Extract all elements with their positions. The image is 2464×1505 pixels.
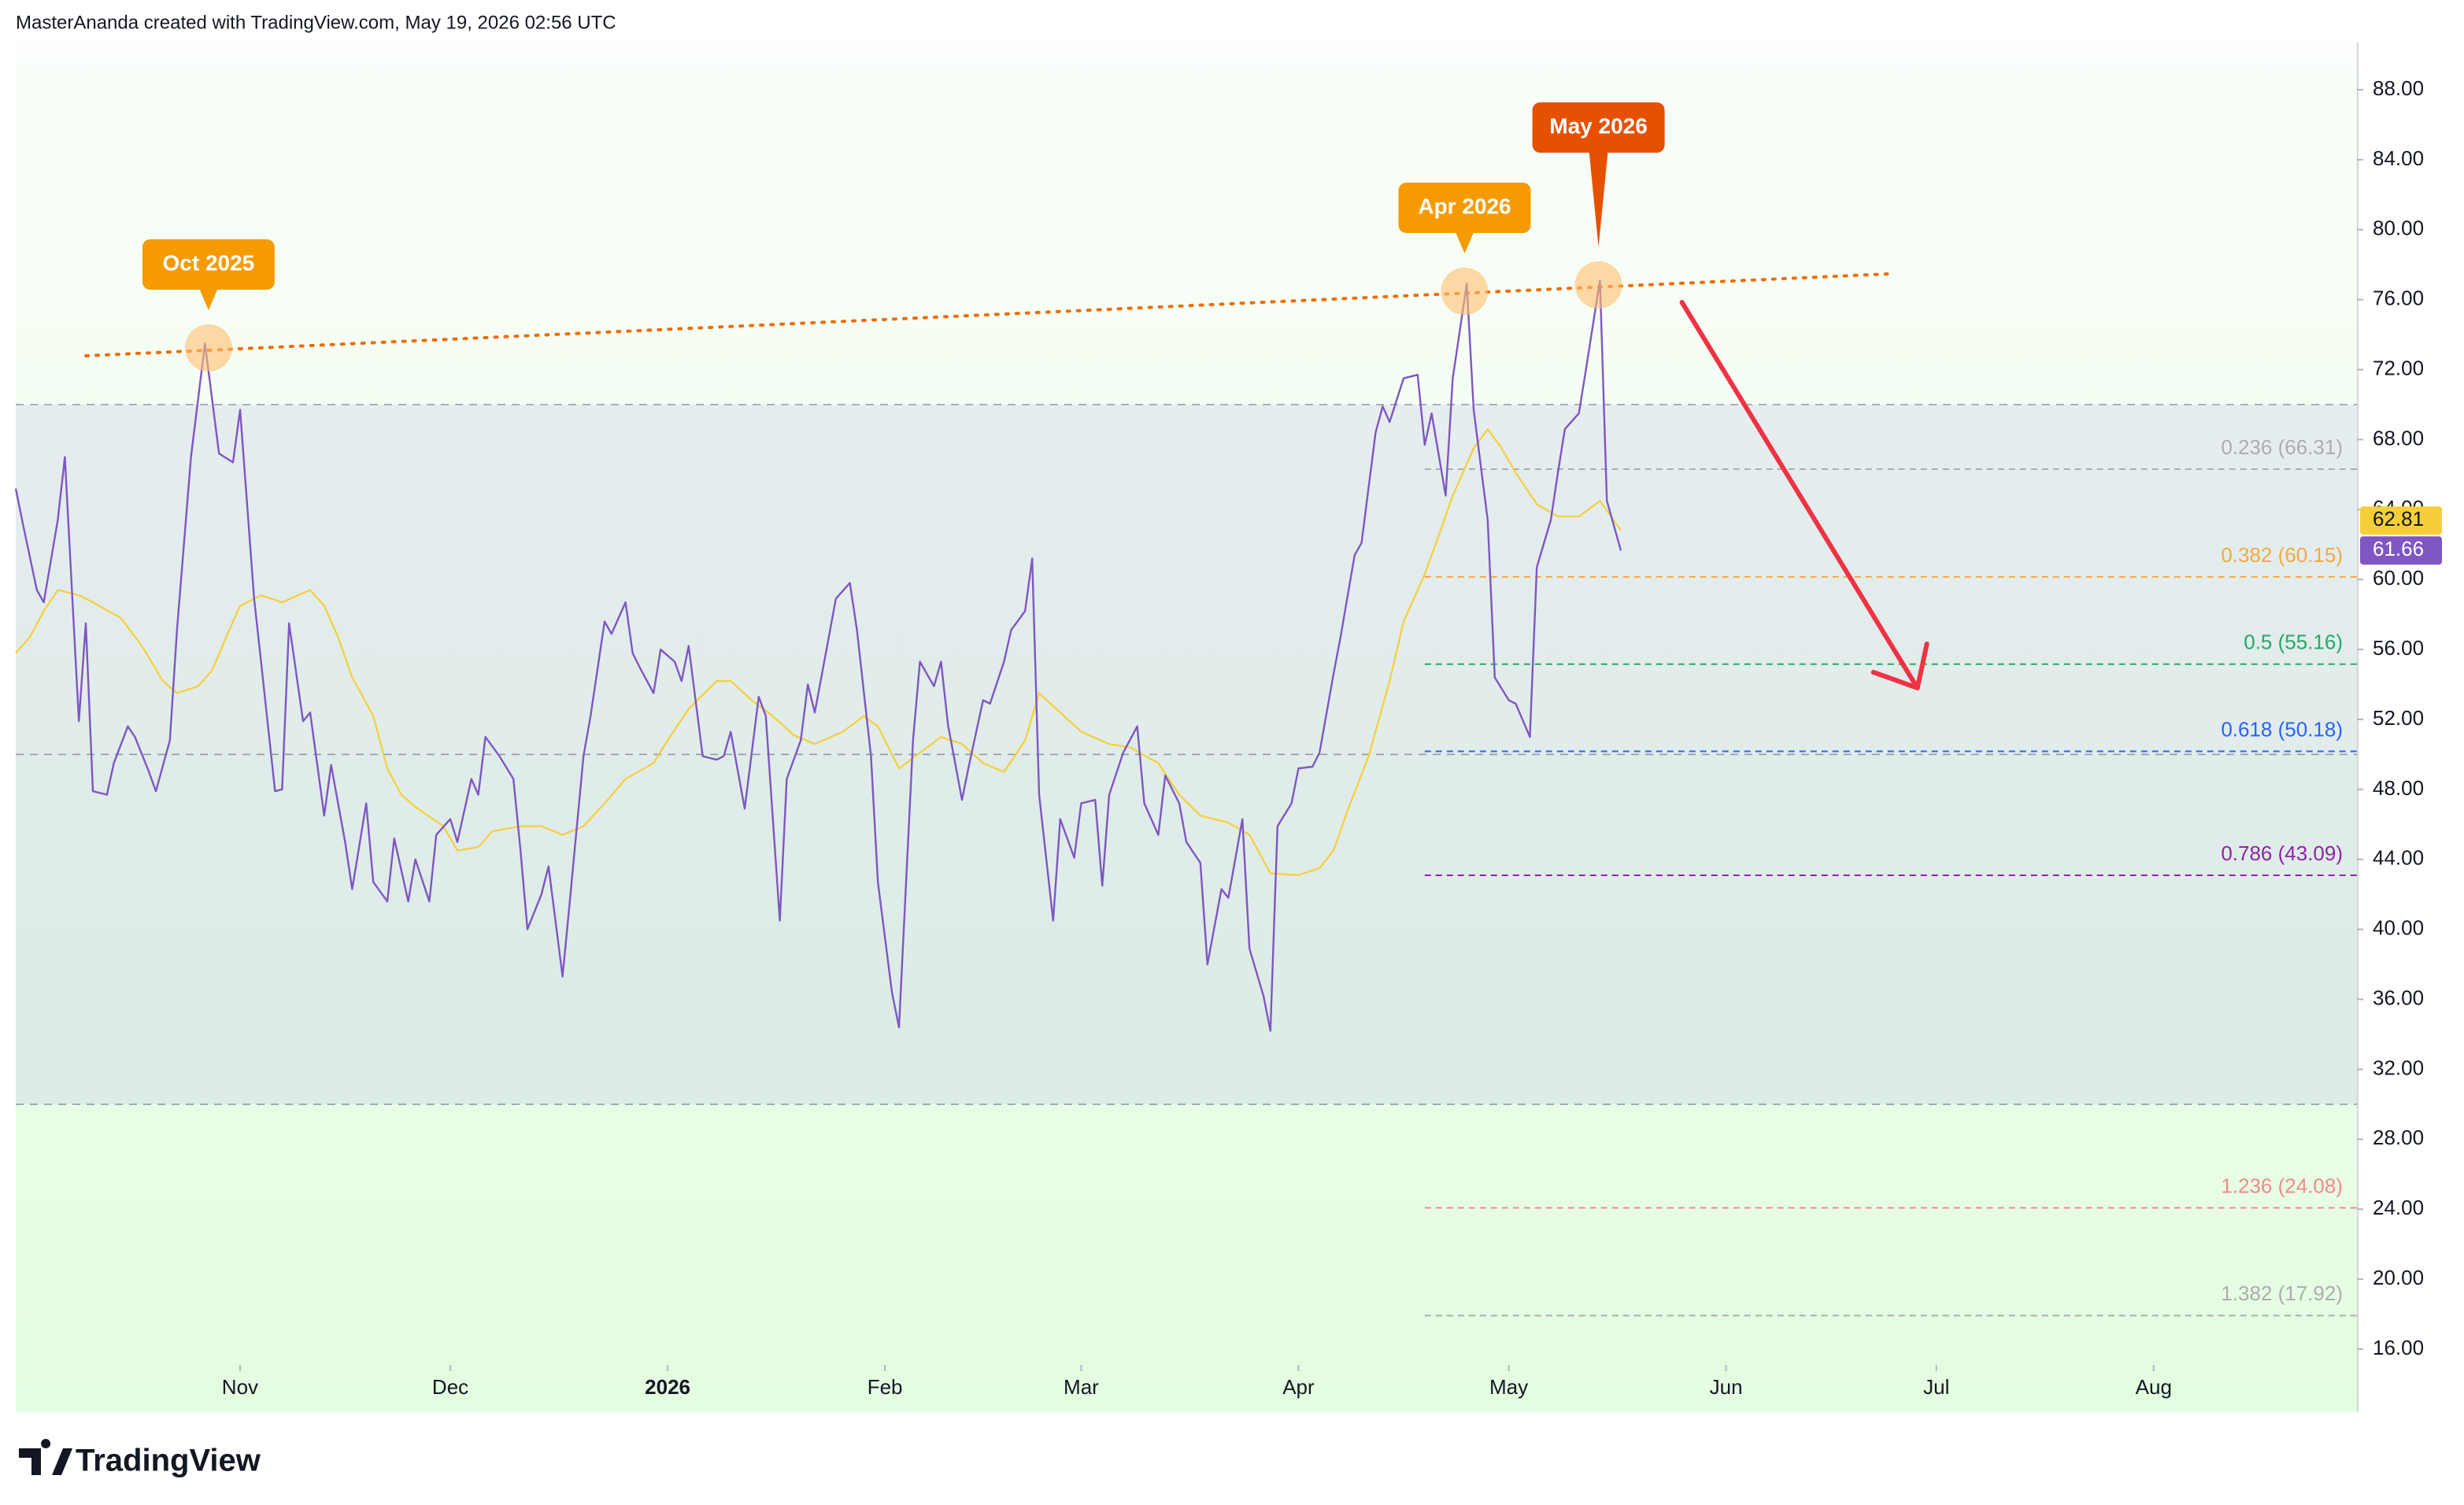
fib-level-label: 1.382 (17.92) bbox=[2221, 1281, 2343, 1305]
y-tick-label: 52.00 bbox=[2373, 706, 2424, 730]
y-tick-label: 16.00 bbox=[2373, 1336, 2424, 1359]
annotation-marker bbox=[184, 324, 232, 372]
y-tick-label: 44.00 bbox=[2373, 846, 2424, 870]
y-tick-label: 32.00 bbox=[2373, 1056, 2424, 1079]
annotation-pointer bbox=[1589, 151, 1608, 247]
x-tick-label: Dec bbox=[432, 1375, 468, 1399]
annotation-marker bbox=[1574, 261, 1622, 309]
annotation-label: Apr 2026 bbox=[1418, 194, 1511, 218]
x-tick-label: Jun bbox=[1710, 1375, 1743, 1399]
x-tick-label: Apr bbox=[1282, 1375, 1315, 1399]
series-line bbox=[14, 279, 1622, 1032]
last-value-tag bbox=[2360, 506, 2442, 535]
trendline bbox=[84, 272, 1889, 357]
x-tick-label: Aug bbox=[2136, 1375, 2172, 1399]
y-tick-label: 76.00 bbox=[2373, 287, 2424, 310]
annotation-marker bbox=[1441, 268, 1489, 315]
brand-logo bbox=[19, 1439, 72, 1475]
y-tick-label: 60.00 bbox=[2373, 566, 2424, 590]
fib-level-label: 0.786 (43.09) bbox=[2221, 841, 2343, 865]
x-tick-label: 2026 bbox=[645, 1375, 690, 1399]
last-value-tag bbox=[2360, 536, 2442, 565]
y-tick-label: 24.00 bbox=[2373, 1196, 2424, 1219]
y-tick-label: 80.00 bbox=[2373, 216, 2424, 240]
y-tick-label: 56.00 bbox=[2373, 636, 2424, 660]
y-tick-label: 20.00 bbox=[2373, 1266, 2424, 1289]
y-tick-label: 68.00 bbox=[2373, 426, 2424, 449]
y-tick-label: 88.00 bbox=[2373, 76, 2424, 100]
brand-name: TradingView bbox=[76, 1444, 261, 1478]
x-tick-label: Mar bbox=[1064, 1375, 1099, 1399]
x-tick-label: Jul bbox=[1923, 1375, 1949, 1399]
fib-level-label: 0.618 (50.18) bbox=[2221, 717, 2343, 741]
header: MasterAnanda created with TradingView.co… bbox=[16, 12, 616, 33]
y-tick-label: 48.00 bbox=[2373, 776, 2424, 800]
annotation-pointer bbox=[198, 288, 218, 310]
annotation-label: Oct 2025 bbox=[162, 250, 254, 275]
y-tick-label: 36.00 bbox=[2373, 985, 2424, 1009]
x-tick-label: May bbox=[1489, 1375, 1528, 1399]
last-value-label: 62.81 bbox=[2373, 507, 2424, 531]
fib-level-label: 1.236 (24.08) bbox=[2221, 1174, 2343, 1197]
y-tick-label: 40.00 bbox=[2373, 916, 2424, 940]
forecast-arrow bbox=[1679, 300, 1920, 690]
annotation-label: May 2026 bbox=[1549, 113, 1648, 138]
y-tick-label: 28.00 bbox=[2373, 1126, 2424, 1149]
annotation-box bbox=[1532, 102, 1665, 153]
fib-level-label: 0.236 (66.31) bbox=[2221, 435, 2343, 459]
x-tick-label: Feb bbox=[868, 1375, 903, 1399]
forecast-arrowhead bbox=[1870, 642, 1929, 690]
annotation-box bbox=[142, 239, 275, 290]
x-tick-label: Nov bbox=[222, 1375, 258, 1399]
y-tick-label: 72.00 bbox=[2373, 356, 2424, 379]
last-value-label: 61.66 bbox=[2373, 537, 2424, 560]
annotation-pointer bbox=[1455, 231, 1474, 253]
fib-level-label: 0.5 (55.16) bbox=[2244, 630, 2343, 654]
plot-background bbox=[16, 43, 2357, 1412]
annotation-box bbox=[1398, 183, 1531, 233]
y-tick-label: 84.00 bbox=[2373, 146, 2424, 170]
fib-level-label: 0.382 (60.15) bbox=[2221, 543, 2343, 567]
